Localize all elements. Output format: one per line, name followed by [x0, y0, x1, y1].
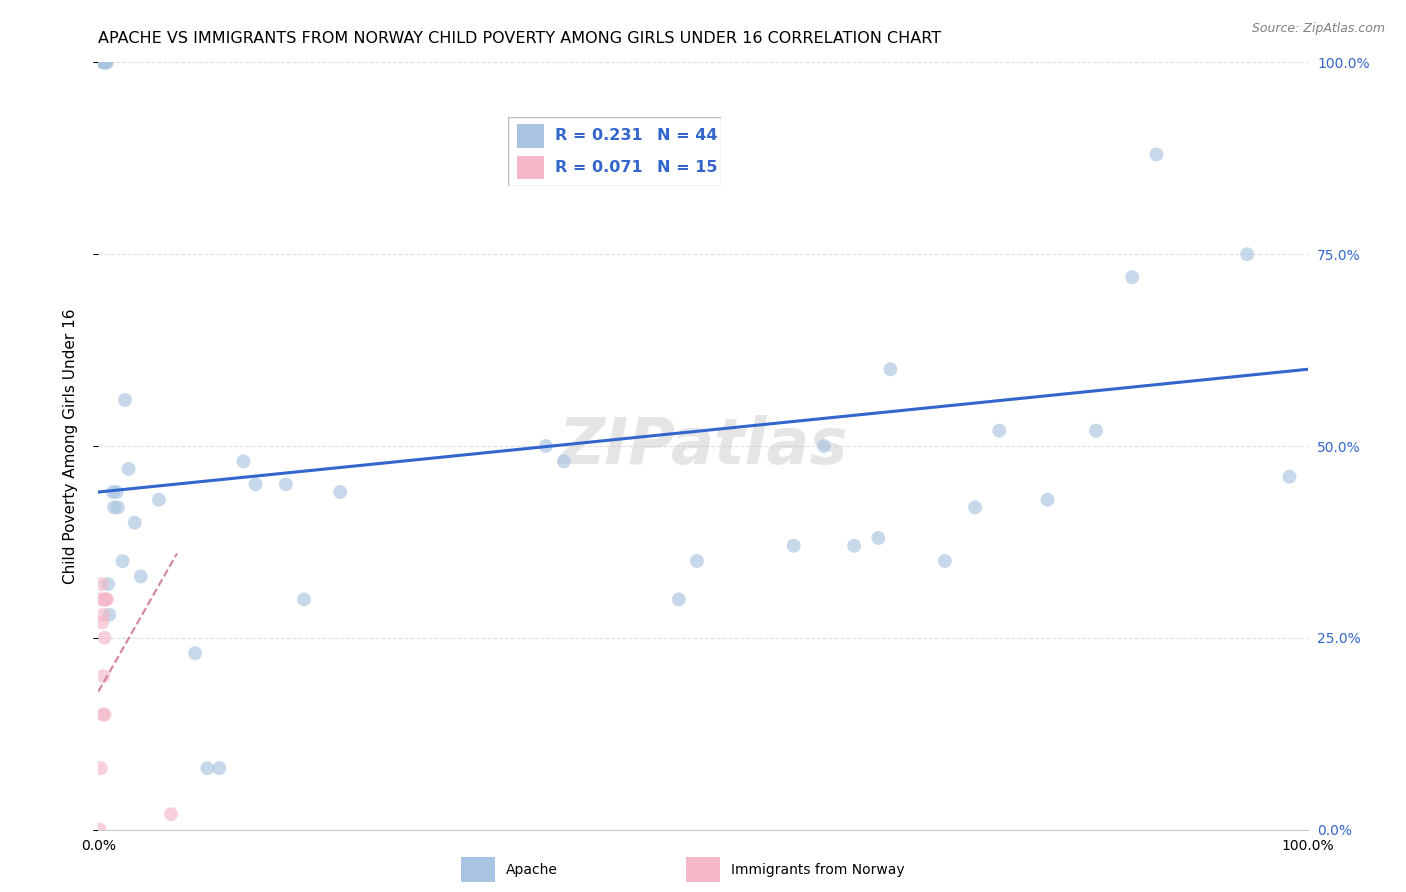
Point: [232, 454, 254, 468]
Point: [98, 607, 121, 622]
Point: [118, 462, 141, 476]
Point: [195, 761, 218, 775]
Point: [1146, 147, 1168, 161]
Point: [965, 500, 987, 515]
Point: [124, 516, 146, 530]
Point: [329, 485, 352, 500]
FancyBboxPatch shape: [516, 156, 544, 179]
Point: [844, 539, 866, 553]
Point: [90, 592, 112, 607]
Text: R = 0.071: R = 0.071: [555, 160, 643, 175]
Point: [934, 554, 956, 568]
Point: [91, 55, 114, 70]
FancyBboxPatch shape: [516, 124, 544, 147]
Point: [129, 569, 152, 583]
Point: [686, 554, 709, 568]
FancyBboxPatch shape: [508, 118, 720, 186]
Point: [94, 55, 117, 70]
Point: [988, 424, 1011, 438]
Text: ZIPatlas: ZIPatlas: [558, 415, 848, 477]
Point: [1236, 247, 1258, 261]
Point: [96, 592, 118, 607]
Point: [90, 761, 112, 775]
Point: [274, 477, 297, 491]
Point: [93, 707, 115, 722]
Point: [114, 392, 136, 407]
Point: [93, 631, 115, 645]
Point: [111, 554, 134, 568]
Point: [96, 55, 118, 70]
Point: [91, 615, 114, 630]
Point: [89, 822, 111, 837]
FancyBboxPatch shape: [461, 857, 495, 882]
Text: APACHE VS IMMIGRANTS FROM NORWAY CHILD POVERTY AMONG GIRLS UNDER 16 CORRELATION : APACHE VS IMMIGRANTS FROM NORWAY CHILD P…: [98, 31, 942, 46]
Point: [534, 439, 557, 453]
Text: Source: ZipAtlas.com: Source: ZipAtlas.com: [1251, 22, 1385, 36]
Point: [245, 477, 267, 491]
Point: [94, 592, 117, 607]
Point: [1036, 492, 1059, 507]
Point: [879, 362, 901, 376]
Text: Apache: Apache: [506, 863, 558, 877]
Point: [668, 592, 690, 607]
Point: [97, 577, 120, 591]
Point: [813, 439, 835, 453]
Point: [94, 55, 117, 70]
Point: [148, 492, 170, 507]
Text: Immigrants from Norway: Immigrants from Norway: [731, 863, 904, 877]
Point: [101, 485, 124, 500]
Point: [208, 761, 231, 775]
Point: [105, 485, 128, 500]
Point: [91, 55, 114, 70]
Point: [160, 807, 183, 822]
Point: [103, 500, 125, 515]
Point: [553, 454, 575, 468]
Point: [93, 55, 115, 70]
Point: [1085, 424, 1108, 438]
Text: N = 44: N = 44: [657, 128, 717, 144]
Point: [107, 500, 129, 515]
Point: [292, 592, 315, 607]
Point: [93, 592, 115, 607]
Point: [184, 646, 207, 660]
Point: [91, 577, 114, 591]
Text: N = 15: N = 15: [657, 160, 717, 175]
Point: [91, 607, 114, 622]
Point: [868, 531, 890, 545]
Point: [1121, 270, 1143, 285]
Point: [94, 592, 117, 607]
Point: [782, 539, 804, 553]
Point: [91, 707, 114, 722]
Point: [1278, 469, 1301, 483]
Text: R = 0.231: R = 0.231: [555, 128, 643, 144]
Point: [91, 669, 114, 683]
Y-axis label: Child Poverty Among Girls Under 16: Child Poverty Among Girls Under 16: [63, 309, 77, 583]
FancyBboxPatch shape: [686, 857, 720, 882]
